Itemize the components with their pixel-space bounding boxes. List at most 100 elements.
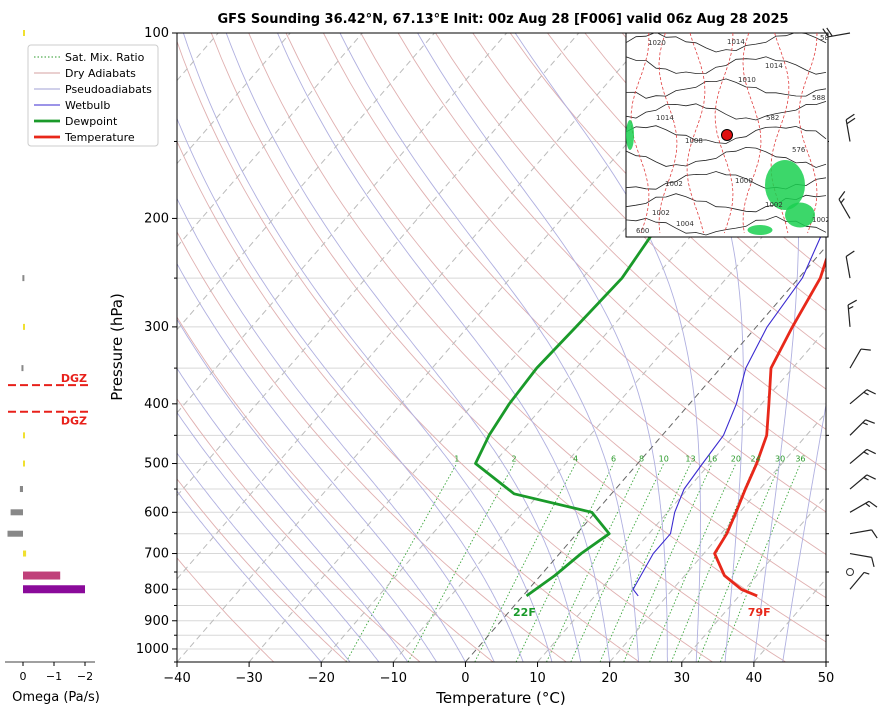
wind-barbs — [822, 27, 878, 590]
mixing-ratio-line — [515, 463, 615, 662]
isotherm-line — [177, 33, 291, 165]
y-tick-label: 100 — [144, 26, 169, 41]
inset-contour-label: 1020 — [648, 39, 666, 47]
dgz-label: DGZ — [61, 415, 87, 428]
y-tick-label: 400 — [144, 397, 169, 412]
inset-contour-label: 1014 — [765, 62, 783, 70]
inset-height-contour — [742, 33, 762, 234]
inset-contour-label: 1002 — [652, 209, 670, 217]
mixing-ratio-lines — [345, 463, 801, 662]
inset-precip — [747, 225, 773, 235]
mixing-ratio-label: 10 — [659, 455, 669, 464]
mixing-ratio-line — [599, 463, 691, 662]
dry-adiabat-line — [177, 557, 275, 662]
pseudoadiabat-line — [177, 117, 524, 662]
legend-entry: Dewpoint — [65, 115, 118, 128]
mixing-ratio-label: 16 — [707, 455, 717, 464]
wetbulb-profile — [632, 223, 826, 597]
inset-location-marker — [721, 129, 733, 141]
mixing-ratio-label: 13 — [685, 455, 695, 464]
x-tick-label: −30 — [235, 671, 262, 686]
temperature-profile — [713, 256, 826, 598]
mixing-ratio-label: 30 — [775, 455, 785, 464]
omega-bar — [23, 571, 61, 580]
calm-circle — [846, 567, 854, 576]
wind-barb — [822, 27, 851, 38]
mixing-ratio-line — [670, 463, 757, 662]
wind-barb — [849, 448, 876, 464]
omega-bar — [23, 585, 85, 594]
y-tick-label: 800 — [144, 582, 169, 597]
mixing-ratio-line — [623, 463, 713, 662]
pseudoadiabat-line — [177, 490, 322, 662]
isotherm-line — [177, 33, 652, 580]
mixing-ratio-label: 2 — [512, 455, 517, 464]
isotherm-line — [177, 33, 363, 248]
isotherm-line — [177, 33, 580, 497]
wind-barb — [849, 529, 878, 539]
omega-bar — [23, 323, 25, 330]
omega-bar — [23, 550, 27, 557]
omega-bar — [10, 509, 23, 516]
pseudoadiabat-line — [277, 33, 611, 662]
dry-adiabat-line — [509, 33, 826, 351]
inset-contour-label: 1010 — [738, 76, 756, 84]
inset-precip — [765, 160, 805, 210]
surface-dewpoint-label: 22F — [513, 606, 536, 619]
x-tick-label: 20 — [601, 671, 618, 686]
inset-contour-label: 1004 — [676, 220, 694, 228]
pseudoadiabat-line — [753, 33, 800, 662]
mixing-ratio-line — [719, 463, 801, 662]
inset-isobar — [626, 33, 827, 53]
legend-entry: Temperature — [64, 131, 135, 144]
mixing-ratio-label: 20 — [731, 455, 741, 464]
mixing-ratio-label: 1 — [454, 455, 459, 464]
wind-barb — [849, 571, 870, 590]
legend-entry: Pseudoadiabats — [65, 83, 152, 96]
mixing-ratio-line — [546, 463, 642, 662]
inset-precip — [626, 120, 634, 150]
dry-adiabat-line — [177, 478, 348, 662]
chart-title: GFS Sounding 36.42°N, 67.13°E Init: 00z … — [217, 12, 788, 27]
pseudoadiabat-line — [339, 33, 639, 662]
legend: Sat. Mix. Ratio Dry Adiabats Pseudoadiabat… — [27, 44, 159, 147]
wind-barb — [849, 389, 876, 405]
pseudoadiabat-line — [177, 452, 351, 662]
inset-contour-label: 1008 — [685, 137, 703, 145]
mixing-ratio-line — [649, 463, 737, 662]
inset-contour-label: 1000 — [735, 177, 753, 185]
plot-frame — [176, 32, 827, 663]
wind-barb — [847, 299, 857, 327]
omega-bar — [21, 365, 24, 372]
inset-height-contour — [798, 33, 818, 234]
x-axis-label: Temperature (°C) — [435, 689, 565, 707]
inset-contour-label: 1002 — [812, 216, 830, 224]
pseudoadiabat-line — [177, 367, 409, 662]
omega-tick-label: −2 — [77, 670, 93, 683]
dry-adiabat-line — [285, 33, 826, 599]
mixing-ratio-line — [474, 463, 576, 662]
dry-adiabat-line — [177, 140, 640, 662]
inset-map: 1020 1014 1014 1010 1014 1008 1002 1000 1002 1004… — [625, 32, 833, 238]
inset-contour-label: 1014 — [656, 114, 674, 122]
inset-height-contour — [658, 33, 678, 234]
pseudoadiabat-line — [177, 197, 495, 662]
inset-contour-label: 588 — [820, 34, 833, 42]
dry-adiabat-line — [210, 33, 786, 662]
dry-adiabat-line — [177, 231, 567, 662]
x-tick-label: −20 — [308, 671, 335, 686]
dry-adiabat-line — [435, 33, 826, 430]
pseudoadiabat-line — [182, 33, 553, 662]
wind-barb — [849, 348, 871, 369]
mixing-ratio-labels: 1 2 4 6 8 10 13 16 20 24 30 36 — [454, 455, 805, 464]
mixing-ratio-label: 4 — [573, 455, 578, 464]
x-tick-label: −40 — [163, 671, 190, 686]
inset-contour-label: 1002 — [765, 201, 783, 209]
pseudoadiabat-line — [782, 402, 826, 662]
y-tick-label: 200 — [144, 211, 169, 226]
surface-temp-label: 79F — [748, 606, 771, 619]
legend-entry: Dry Adiabats — [65, 67, 136, 80]
omega-bar — [19, 486, 23, 493]
inset-contour-label: 1002 — [665, 180, 683, 188]
x-tick-label: 0 — [461, 671, 469, 686]
